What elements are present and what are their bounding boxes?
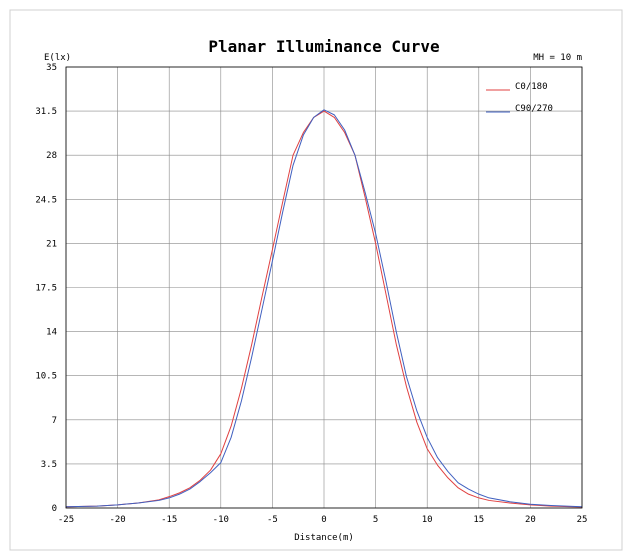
y-tick-label: 3.5	[41, 460, 57, 470]
chart-title: Planar Illuminance Curve	[208, 37, 439, 56]
x-tick-label: -15	[161, 515, 177, 525]
x-tick-label: 5	[373, 515, 378, 525]
tick-label-layer: -25 -20 -15 -10 -5 0 5 10 15 20 25 0 3.5 7 10.5 14 17.5 2…	[35, 63, 587, 525]
x-axis-label: Distance(m)	[294, 533, 354, 543]
grid-layer	[65, 66, 583, 509]
y-tick-label: 0	[52, 504, 57, 514]
x-tick-label: 20	[525, 515, 536, 525]
y-tick-label: 35	[46, 63, 57, 73]
legend-label: C0/180	[515, 82, 548, 92]
y-axis-label: E(lx)	[44, 53, 71, 63]
x-tick-label: -10	[213, 515, 229, 525]
series-line-c0-180	[65, 110, 583, 508]
x-tick-label: 0	[321, 515, 326, 525]
x-tick-label: -5	[267, 515, 278, 525]
y-tick-label: 17.5	[35, 284, 57, 294]
series-line-c90-270	[65, 109, 583, 508]
y-tick-label: 28	[46, 151, 57, 161]
chart-border	[9, 9, 623, 551]
x-tick-label: 15	[473, 515, 484, 525]
y-tick-label: 24.5	[35, 195, 57, 205]
x-tick-label: -20	[109, 515, 125, 525]
y-tick-label: 14	[46, 328, 57, 338]
x-tick-label: 10	[422, 515, 433, 525]
mounting-height-annotation: MH = 10 m	[533, 53, 582, 63]
y-tick-label: 21	[46, 239, 57, 249]
x-tick-label: 25	[577, 515, 588, 525]
plot-frame	[65, 66, 583, 509]
y-tick-label: 31.5	[35, 107, 57, 117]
y-tick-label: 10.5	[35, 372, 57, 382]
series-layer	[65, 109, 583, 508]
x-tick-label: -25	[58, 515, 74, 525]
legend: C0/180 C90/270	[486, 82, 553, 114]
y-tick-label: 7	[52, 416, 57, 426]
legend-label: C90/270	[515, 104, 553, 114]
